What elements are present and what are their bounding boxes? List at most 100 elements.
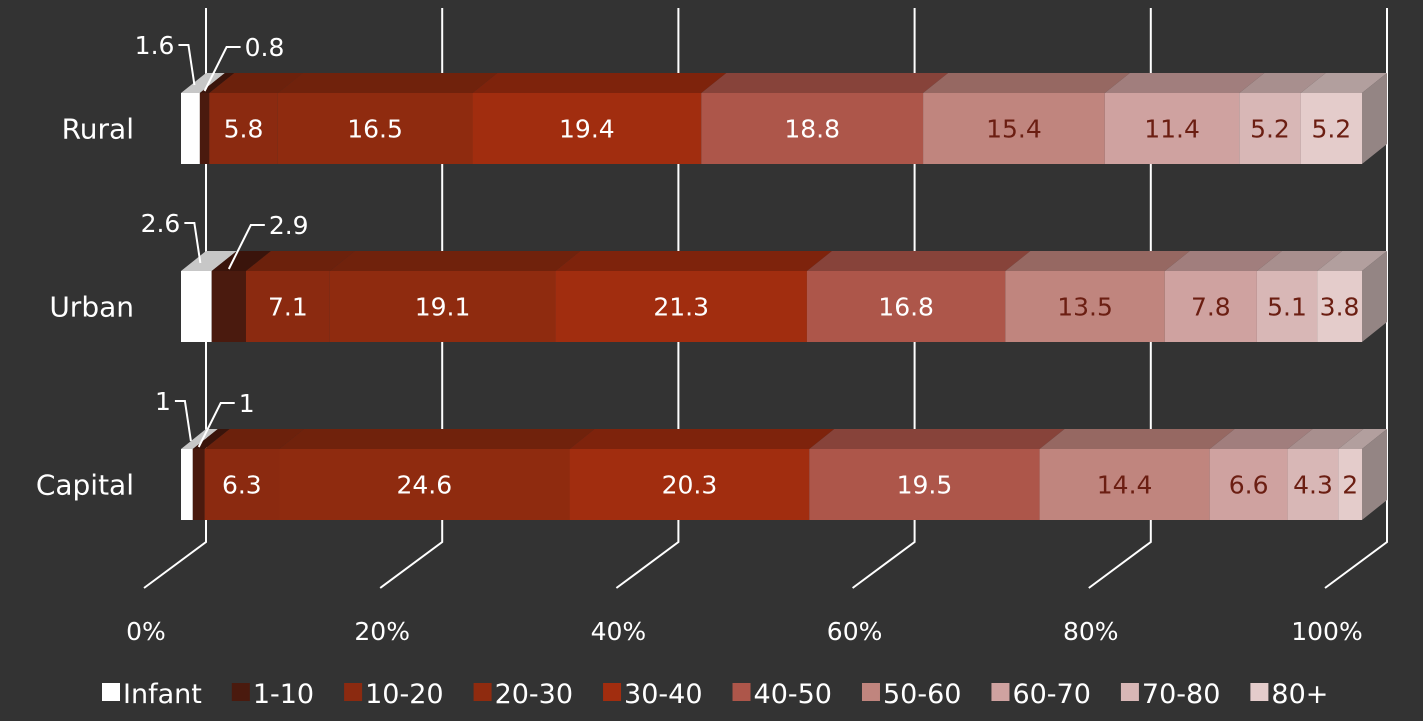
bar-rural-50-60 bbox=[923, 93, 1105, 164]
bar-top-rural-30-40 bbox=[472, 73, 727, 93]
bar-capital-infant bbox=[181, 449, 193, 520]
value-label-capital-20-30: 24.6 bbox=[396, 471, 452, 500]
value-label-rural-70-80: 5.2 bbox=[1250, 115, 1290, 144]
legend-swatch-1-10 bbox=[231, 683, 250, 701]
value-label-capital-60-70: 6.6 bbox=[1229, 471, 1269, 500]
bar-urban-40-50 bbox=[806, 271, 1006, 342]
bar-urban-infant bbox=[181, 271, 212, 342]
gridline-60 bbox=[852, 8, 916, 589]
bar-urban-70-80 bbox=[1256, 271, 1318, 342]
bar-top-rural-70-80 bbox=[1239, 73, 1326, 93]
bar-top-capital-40-50 bbox=[809, 429, 1065, 449]
bar-top-capital-50-60 bbox=[1039, 429, 1235, 449]
legend: Infant 1-10 10-20 20-30 30-40 40-50 50-60 60-70… bbox=[102, 679, 1328, 710]
gridline-0 bbox=[143, 8, 207, 589]
bar-urban-60-70 bbox=[1164, 271, 1257, 342]
bar-top-capital-60-70 bbox=[1209, 429, 1313, 449]
value-label-capital-40-50: 19.5 bbox=[897, 471, 953, 500]
legend-label-infant: Infant bbox=[123, 679, 202, 710]
value-label-capital-10-20: 6.3 bbox=[222, 471, 262, 500]
value-label-rural-infant: 1.6 bbox=[135, 31, 175, 60]
bar-urban-20-30 bbox=[329, 271, 556, 342]
bar-capital-30-40 bbox=[569, 449, 810, 520]
bar-urban-50-60 bbox=[1005, 271, 1165, 342]
value-label-urban-80plus: 3.8 bbox=[1320, 293, 1360, 322]
bar-top-urban-80plus bbox=[1317, 251, 1387, 271]
bar-top-rural-infant bbox=[181, 73, 225, 93]
bar-top-capital-70-80 bbox=[1287, 429, 1364, 449]
value-label-rural-1-10: 0.8 bbox=[245, 33, 285, 62]
bar-rural-40-50 bbox=[701, 93, 924, 164]
bar-rural-80plus bbox=[1300, 93, 1362, 164]
gridline-40 bbox=[615, 8, 680, 589]
value-label-urban-1-10: 2.9 bbox=[269, 211, 309, 240]
value-label-capital-70-80: 4.3 bbox=[1293, 471, 1333, 500]
bar-top-rural-50-60 bbox=[923, 73, 1130, 93]
bar-side-urban bbox=[1362, 251, 1387, 342]
bar-top-rural-10-20 bbox=[209, 73, 303, 93]
legend-swatch-30-40 bbox=[603, 683, 622, 701]
bar-rural-20-30 bbox=[277, 93, 473, 164]
value-label-capital-1-10: 1 bbox=[239, 389, 255, 418]
callout-line-urban-infant bbox=[184, 222, 202, 264]
bar-capital-10-20 bbox=[204, 449, 280, 520]
category-label-capital: Capital bbox=[36, 469, 134, 502]
value-label-rural-40-50: 18.8 bbox=[784, 115, 840, 144]
legend-swatch-70-80 bbox=[1120, 683, 1139, 701]
value-label-urban-70-80: 5.1 bbox=[1267, 293, 1307, 322]
legend-label-1-10: 1-10 bbox=[253, 679, 314, 710]
category-label-rural: Rural bbox=[62, 113, 134, 146]
bar-top-rural-20-30 bbox=[277, 73, 498, 93]
bar-top-rural-60-70 bbox=[1104, 73, 1265, 93]
callout-line-rural-infant bbox=[178, 44, 196, 86]
legend-label-80plus: 80+ bbox=[1271, 679, 1328, 710]
bar-top-urban-50-60 bbox=[1005, 251, 1190, 271]
value-label-rural-30-40: 19.4 bbox=[559, 115, 615, 144]
bar-top-rural-80plus bbox=[1300, 73, 1387, 93]
x-tick-label: 20% bbox=[354, 617, 410, 646]
bar-capital-20-30 bbox=[279, 449, 570, 520]
legend-swatch-20-30 bbox=[473, 683, 492, 701]
value-label-urban-infant: 2.6 bbox=[141, 209, 181, 238]
bar-capital-1-10 bbox=[192, 449, 205, 520]
x-tick-label: 0% bbox=[126, 617, 166, 646]
legend-label-10-20: 10-20 bbox=[365, 679, 443, 710]
value-label-urban-20-30: 19.1 bbox=[415, 293, 471, 322]
gridline-80 bbox=[1088, 8, 1152, 589]
x-tick-label: 40% bbox=[591, 617, 647, 646]
legend-swatch-infant bbox=[102, 683, 120, 701]
bar-rural-60-70 bbox=[1104, 93, 1240, 164]
bar-side-capital bbox=[1362, 429, 1387, 520]
callout-line-rural-1-10 bbox=[203, 46, 241, 92]
bar-top-urban-infant bbox=[181, 251, 237, 271]
bar-rural-30-40 bbox=[472, 93, 702, 164]
labels: 0% 20% 40% 60% 80% 100%5.8 16.5 19.4 18.8 15.4 11.… bbox=[36, 31, 1363, 646]
legend-swatch-80plus bbox=[1250, 683, 1269, 701]
bar-top-capital-infant bbox=[181, 429, 218, 449]
bar-capital-50-60 bbox=[1039, 449, 1210, 520]
bar-top-capital-80plus bbox=[1338, 429, 1387, 449]
callout-line-capital-infant bbox=[174, 400, 192, 442]
value-label-capital-30-40: 20.3 bbox=[662, 471, 718, 500]
bar-top-capital-1-10 bbox=[192, 429, 230, 449]
bar-top-urban-1-10 bbox=[211, 251, 271, 271]
value-label-urban-30-40: 21.3 bbox=[653, 293, 709, 322]
legend-swatch-10-20 bbox=[344, 683, 363, 701]
value-label-urban-50-60: 13.5 bbox=[1057, 293, 1113, 322]
bar-capital-70-80 bbox=[1287, 449, 1339, 520]
gridline-20 bbox=[379, 8, 444, 589]
legend-swatch-60-70 bbox=[991, 683, 1010, 701]
bar-top-urban-40-50 bbox=[806, 251, 1031, 271]
legend-label-40-50: 40-50 bbox=[754, 679, 832, 710]
value-label-rural-10-20: 5.8 bbox=[224, 115, 264, 144]
bar-side-rural bbox=[1362, 73, 1387, 164]
legend-label-30-40: 30-40 bbox=[624, 679, 702, 710]
value-label-rural-80plus: 5.2 bbox=[1311, 115, 1351, 144]
bar-top-urban-10-20 bbox=[245, 251, 355, 271]
bar-top-capital-10-20 bbox=[204, 429, 305, 449]
value-label-capital-50-60: 14.4 bbox=[1097, 471, 1153, 500]
value-label-rural-20-30: 16.5 bbox=[347, 115, 403, 144]
bar-top-rural-40-50 bbox=[701, 73, 949, 93]
bar-rural-1-10 bbox=[199, 93, 210, 164]
